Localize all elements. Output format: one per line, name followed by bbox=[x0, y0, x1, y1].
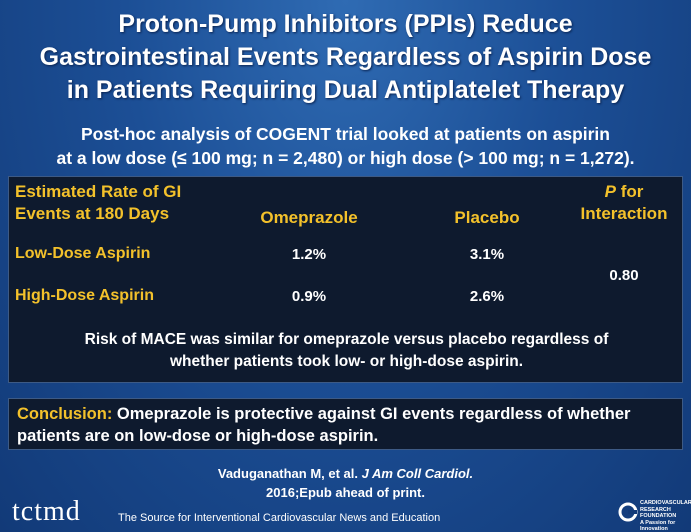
cell-high-dose-placebo: 2.6% bbox=[469, 288, 505, 305]
mace-note-line-2: whether patients took low- or high-dose … bbox=[169, 353, 524, 370]
crf-line-3: FOUNDATION bbox=[640, 513, 677, 519]
row-label-low-dose: Low-Dose Aspirin bbox=[15, 245, 151, 262]
table-header-label-line-2: Events at 180 Days bbox=[15, 204, 170, 223]
citation-line-1: Vaduganathan M, et al. J Am Coll Cardiol… bbox=[0, 464, 691, 483]
footer: tctmd The Source for Interventional Card… bbox=[0, 490, 691, 532]
subtitle-line-1: Post-hoc analysis of COGENT trial looked… bbox=[81, 124, 610, 144]
crf-text: CARDIOVASCULAR RESEARCH FOUNDATION A Pas… bbox=[640, 500, 691, 532]
mace-note-line-1: Risk of MACE was similar for omeprazole … bbox=[84, 331, 609, 348]
mace-note: Risk of MACE was similar for omeprazole … bbox=[9, 329, 684, 373]
cell-p-value: 0.80 bbox=[609, 267, 639, 284]
column-header-p-interaction: P for Interaction bbox=[564, 181, 684, 225]
citation-authors: Vaduganathan M, et al. bbox=[217, 466, 362, 481]
crf-logo: CARDIOVASCULAR RESEARCH FOUNDATION A Pas… bbox=[618, 498, 691, 532]
p-for: for bbox=[615, 182, 644, 201]
crf-line-1: CARDIOVASCULAR bbox=[640, 500, 691, 506]
column-header-p-line-2: Interaction bbox=[580, 204, 668, 223]
citation-journal: J Am Coll Cardiol. bbox=[361, 466, 474, 481]
conclusion-box: Conclusion: Omeprazole is protective aga… bbox=[8, 398, 683, 450]
cell-high-dose-omeprazole: 0.9% bbox=[291, 288, 327, 305]
cell-low-dose-omeprazole: 1.2% bbox=[291, 246, 327, 263]
column-header-p-line-1: P for bbox=[564, 181, 684, 203]
table-header-label: Estimated Rate of GI Events at 180 Days bbox=[15, 181, 181, 225]
slide-subtitle: Post-hoc analysis of COGENT trial looked… bbox=[0, 122, 691, 170]
citation: Vaduganathan M, et al. J Am Coll Cardiol… bbox=[0, 464, 691, 502]
crf-line-2: RESEARCH bbox=[640, 506, 671, 513]
column-header-placebo: Placebo bbox=[454, 208, 520, 227]
conclusion-text: Omeprazole is protective against GI even… bbox=[17, 405, 631, 445]
results-table-panel: Estimated Rate of GI Events at 180 Days … bbox=[8, 176, 683, 383]
conclusion-label: Conclusion: bbox=[17, 405, 113, 423]
citation-line-2: 2016;Epub ahead of print. bbox=[266, 485, 425, 500]
row-label-high-dose: High-Dose Aspirin bbox=[15, 287, 154, 304]
column-header-omeprazole: Omeprazole bbox=[260, 208, 358, 227]
table-header-label-line-1: Estimated Rate of GI bbox=[15, 182, 182, 201]
slide-title: Proton-Pump Inhibitors (PPIs) Reduce Gas… bbox=[0, 8, 691, 107]
cell-low-dose-placebo: 3.1% bbox=[469, 246, 505, 263]
title-line-3: in Patients Requiring Dual Antiplatelet … bbox=[66, 76, 625, 104]
title-line-1: Proton-Pump Inhibitors (PPIs) Reduce bbox=[118, 10, 573, 38]
crf-line-4: A Passion for Innovation bbox=[640, 519, 676, 532]
crf-mark-icon bbox=[618, 502, 638, 522]
subtitle-line-2: at a low dose (≤ 100 mg; n = 2,480) or h… bbox=[56, 148, 635, 168]
title-line-2: Gastrointestinal Events Regardless of As… bbox=[39, 43, 652, 71]
tctmd-logo: tctmd bbox=[12, 496, 81, 527]
footer-tagline: The Source for Interventional Cardiovasc… bbox=[118, 512, 441, 524]
p-italic: P bbox=[604, 182, 616, 201]
